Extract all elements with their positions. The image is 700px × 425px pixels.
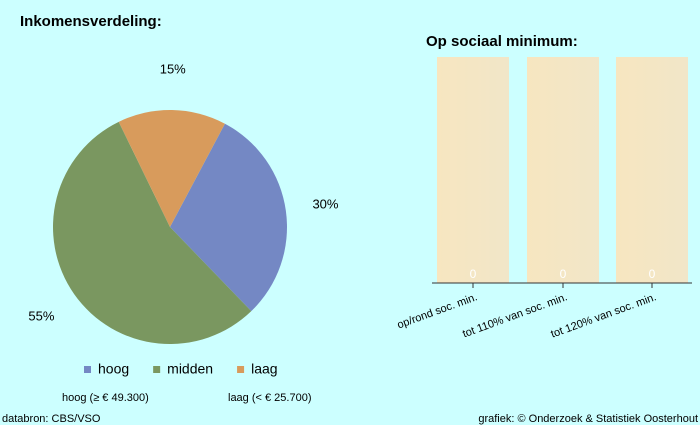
slice-label: 55% [28, 308, 54, 323]
note: hoog (≥ € 49.300) [62, 392, 149, 404]
pie-title: Inkomensverdeling: [20, 13, 162, 30]
pie-slice [53, 121, 252, 344]
slice-label: 30% [312, 197, 338, 212]
bar-value-label: 0 [649, 267, 656, 281]
legend-swatch [84, 366, 91, 373]
bar-title: Op sociaal minimum: [426, 33, 578, 50]
plot-area [432, 57, 692, 284]
column-background [527, 57, 599, 283]
pie-slice [170, 123, 287, 312]
bar-value-label: 0 [560, 267, 567, 281]
legend-label: midden [167, 361, 213, 377]
column-background [437, 57, 509, 283]
column-background [616, 57, 688, 283]
bar-value-label: 0 [470, 267, 477, 281]
legend-label: laag [251, 361, 277, 377]
legend-swatch [237, 366, 245, 373]
note: laag (< € 25.700) [228, 392, 311, 404]
slice-label: 15% [160, 61, 186, 76]
source: databron: CBS/VSO [2, 413, 101, 425]
legend-swatch [153, 366, 161, 373]
pie-slice [118, 110, 225, 227]
credit: grafiek: © Onderzoek & Statistiek Ooster… [478, 413, 698, 425]
x-tick-label: op/rond soc. min. [396, 291, 479, 331]
legend-label: hoog [98, 361, 129, 377]
